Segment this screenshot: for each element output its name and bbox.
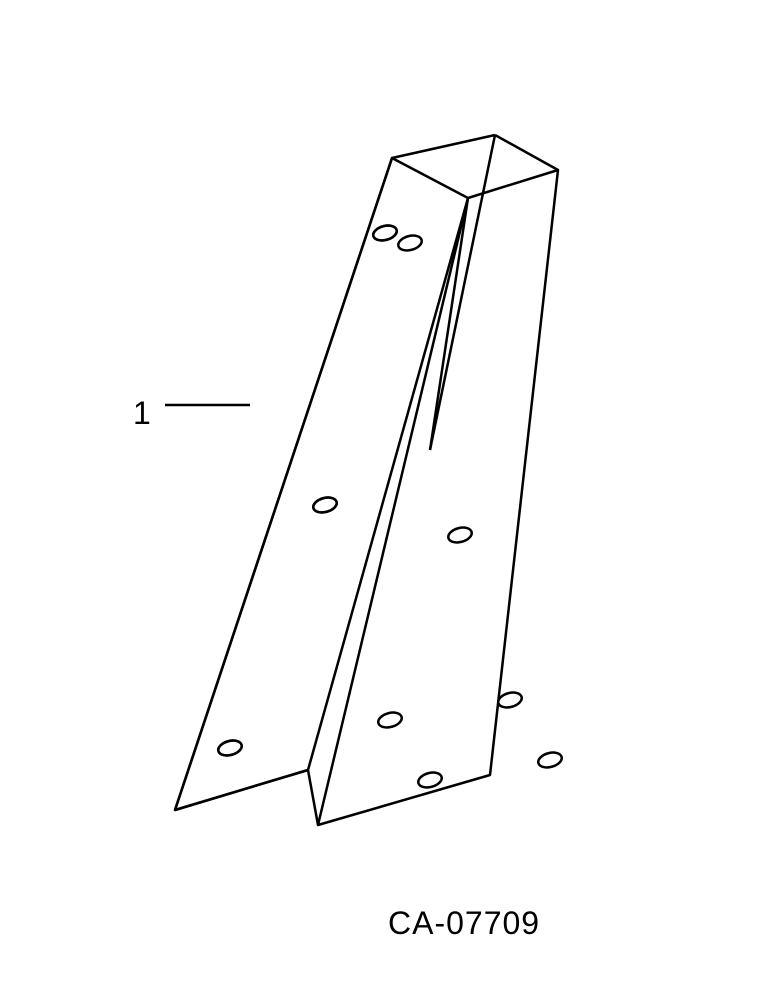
technical-diagram: 1 CA-07709	[0, 0, 772, 1000]
drawing-number-label: CA-07709	[388, 905, 540, 942]
bracket-drawing	[0, 0, 772, 1000]
callout-label-1: 1	[133, 395, 151, 432]
